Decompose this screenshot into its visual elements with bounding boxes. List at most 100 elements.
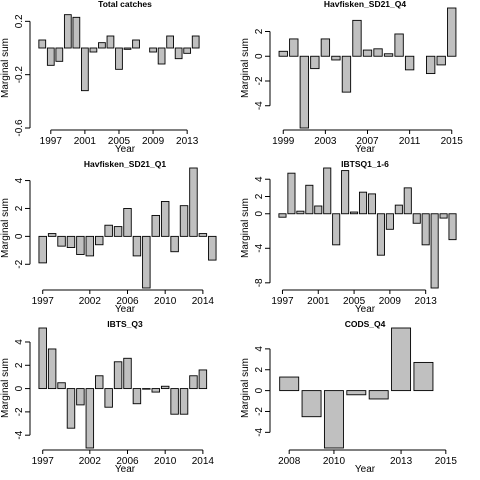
x-axis-label: Year — [115, 464, 136, 475]
y-tick-label: 4 — [14, 339, 25, 345]
bar-2006 — [352, 19, 362, 57]
x-tick-label: 2002 — [79, 456, 102, 467]
bar-1999 — [296, 210, 305, 215]
y-tick-label: 2 — [254, 193, 265, 199]
x-tick-label: 2009 — [379, 296, 402, 307]
bar-1997 — [278, 213, 287, 218]
x-tick-label: 2010 — [323, 456, 346, 467]
x-tick-label: 2006 — [116, 456, 139, 467]
bar-2009 — [151, 388, 160, 393]
bar-2012 — [368, 390, 389, 400]
y-tick-label: 4 — [254, 176, 265, 182]
x-tick-label: 2014 — [192, 456, 215, 467]
x-tick-label: 2013 — [390, 456, 413, 467]
chart-title: IBTSQ1_1-6 — [341, 159, 389, 169]
bar-2007 — [132, 39, 140, 49]
bar-2005 — [113, 226, 123, 237]
bar-2013 — [426, 55, 436, 75]
bar-2013 — [189, 167, 198, 237]
bar-1998 — [287, 172, 296, 215]
x-axis-label: Year — [355, 144, 376, 155]
bar-2009 — [149, 47, 157, 53]
x-tick-label: 1997 — [40, 136, 63, 147]
bar-2000 — [66, 388, 76, 429]
y-tick-label: 0 — [14, 385, 25, 391]
y-tick-label: 2 — [14, 205, 25, 211]
bar-2008 — [279, 376, 300, 392]
bar-2008 — [376, 213, 385, 256]
y-tick-label: 0.2 — [14, 14, 25, 28]
bar-2016 — [448, 213, 457, 241]
x-tick-label: 1999 — [272, 136, 295, 147]
bar-2001 — [81, 47, 89, 92]
bar-2012 — [412, 213, 421, 224]
bar-2014 — [198, 233, 208, 237]
y-tick-label: 2 — [14, 362, 25, 368]
bar-2015 — [439, 213, 448, 219]
x-tick-label: 2010 — [154, 456, 177, 467]
bar-2012 — [179, 205, 189, 237]
y-tick-label: -2 — [14, 407, 25, 416]
bar-1997 — [38, 235, 47, 264]
y-tick-label: -4 — [254, 101, 265, 110]
bar-1999 — [63, 14, 72, 49]
bar-2014 — [198, 369, 208, 390]
bar-2015 — [208, 235, 217, 261]
bar-2002 — [85, 388, 95, 449]
chart-title: Total catches — [98, 0, 152, 9]
bar-2014 — [436, 55, 446, 66]
y-tick-label: -0.2 — [14, 66, 25, 84]
bar-2004 — [341, 170, 350, 215]
x-tick-label: 2008 — [278, 456, 301, 467]
chart-title: IBTS_Q3 — [107, 319, 143, 329]
y-tick-label: 4 — [14, 177, 25, 183]
bar-2010 — [323, 390, 344, 449]
x-tick-label: 1997 — [271, 296, 294, 307]
x-axis-label: Year — [115, 144, 136, 155]
chart-title: Havfisken_SD21_Q1 — [84, 159, 166, 169]
bar-2010 — [160, 201, 170, 237]
bar-1999 — [57, 382, 66, 390]
bar-2014 — [413, 361, 434, 392]
bar-2009 — [385, 213, 394, 230]
bar-2001 — [314, 205, 323, 215]
y-tick-label: 0 — [254, 211, 265, 217]
bar-2004 — [331, 55, 341, 61]
y-axis-label: Marginal sum — [240, 358, 251, 418]
x-tick-label: 2013 — [176, 136, 199, 147]
x-tick-label: 2010 — [154, 296, 177, 307]
bar-2005 — [350, 211, 359, 215]
y-tick-label: -8 — [254, 278, 265, 287]
bar-2006 — [123, 357, 132, 390]
chart-panel-4: IBTSQ1_1-6 -8 -4 0 2 4 Marginal sum 1997 2001 200… — [240, 159, 457, 315]
bar-2007 — [367, 193, 377, 215]
bar-2007 — [362, 49, 373, 57]
y-tick-label: 0 — [254, 53, 265, 59]
y-tick-label: -2 — [254, 407, 265, 416]
y-tick-label: -2 — [14, 259, 25, 268]
bar-2014 — [191, 35, 200, 49]
bar-1997 — [38, 327, 47, 390]
y-axis-label: Marginal sum — [0, 38, 11, 98]
bar-2009 — [383, 53, 394, 57]
x-tick-label: 2006 — [116, 296, 139, 307]
bar-2010 — [157, 47, 166, 65]
y-tick-label: -2 — [254, 76, 265, 85]
bar-2002 — [323, 167, 332, 215]
x-axis-label: Year — [355, 304, 376, 315]
bar-2013 — [391, 327, 412, 392]
y-tick-label: -4 — [14, 430, 25, 439]
bar-2007 — [132, 388, 142, 405]
bar-2004 — [106, 35, 115, 49]
bar-2001 — [299, 55, 309, 129]
y-tick-label: 2 — [254, 367, 265, 373]
chart-panel-5: IBTS_Q3 -4 -2 0 2 4 Marginal sum 1997 2002 2006 20… — [0, 319, 214, 475]
bar-2010 — [394, 33, 404, 57]
bar-1998 — [55, 47, 64, 62]
x-tick-label: 2005 — [343, 296, 366, 307]
bar-2011 — [404, 55, 415, 71]
